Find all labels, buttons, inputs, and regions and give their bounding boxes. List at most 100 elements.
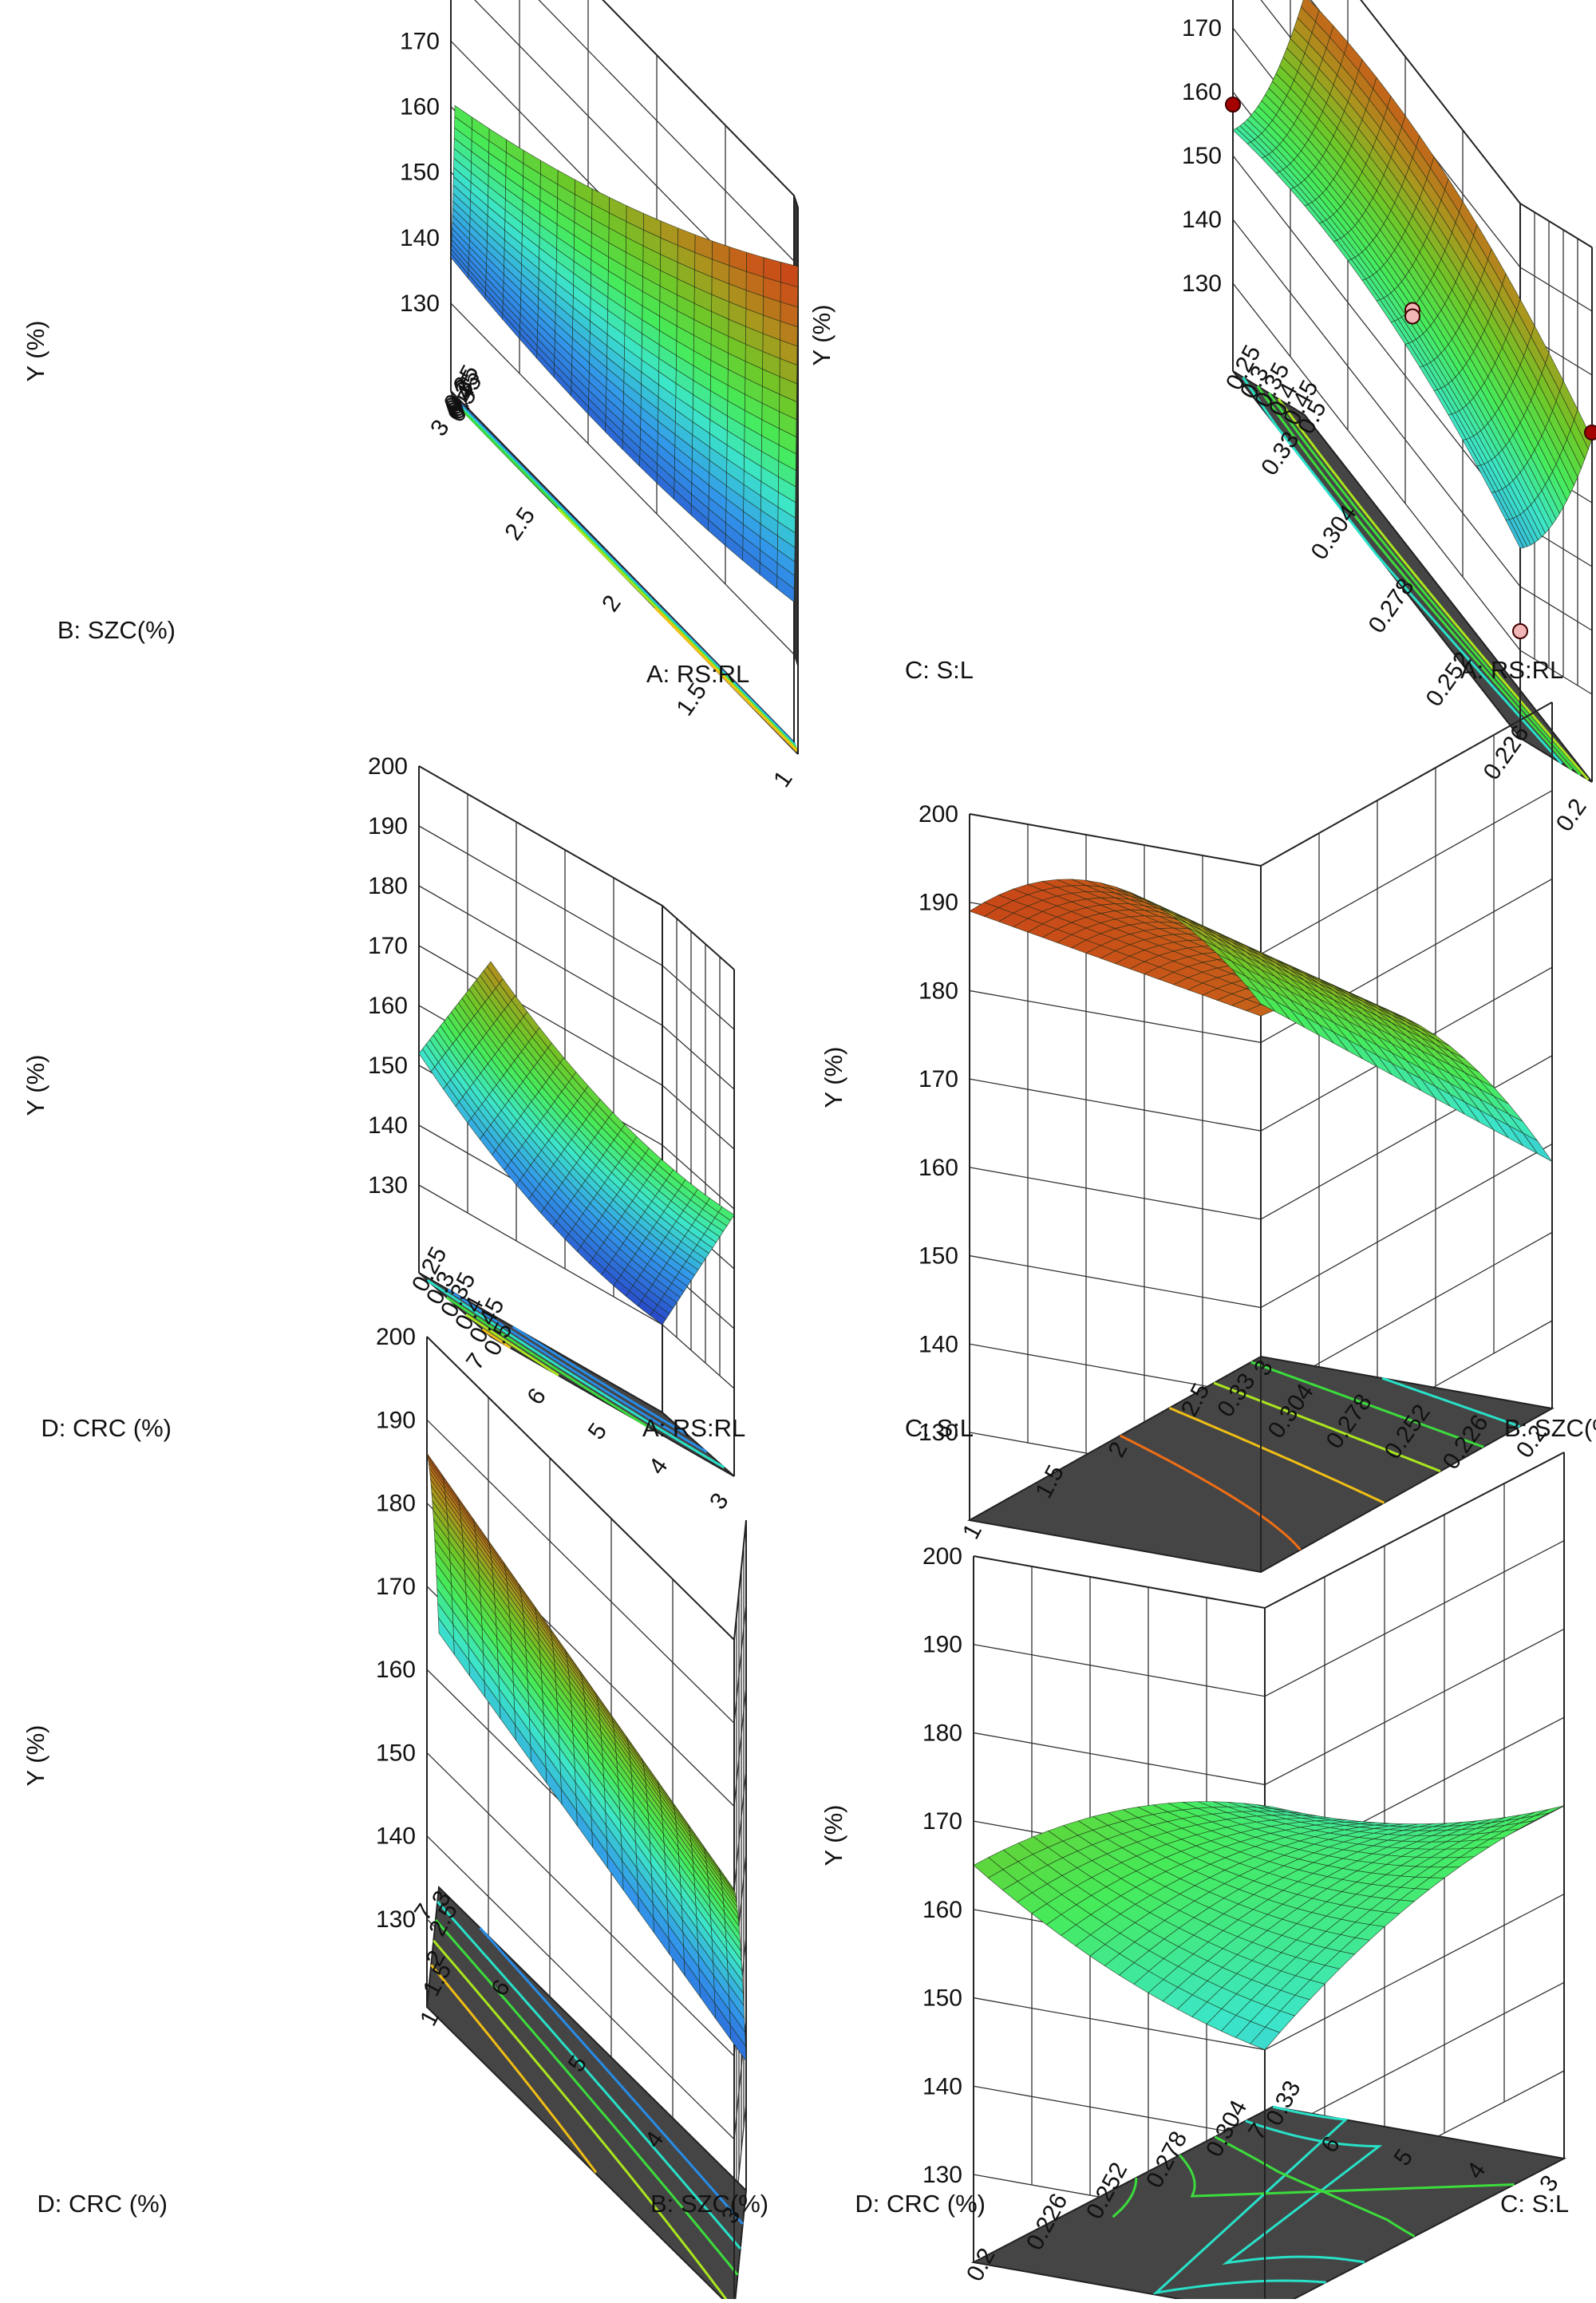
y-tick-label: 1 xyxy=(768,766,798,792)
contour-line xyxy=(430,1964,598,2174)
z-tick-label: 130 xyxy=(376,1906,416,1933)
surface-plot-bd: 13014015016017018019020011.522.5334567Y … xyxy=(22,1324,768,2303)
x-axis-title: B: SZC(%) xyxy=(1504,1414,1596,1442)
z-tick-label: 200 xyxy=(368,753,408,780)
contour-line xyxy=(1222,2119,1383,2265)
y-tick-label: 0.278 xyxy=(1364,574,1420,638)
y-axis-title: D: CRC (%) xyxy=(41,1414,172,1442)
z-axis-title: Y (%) xyxy=(820,1805,847,1866)
grid-line-z xyxy=(969,701,1553,867)
z-tick-label: 160 xyxy=(1182,79,1222,105)
z-tick-label: 170 xyxy=(400,28,440,54)
y-axis-title: C: S:L xyxy=(905,1414,974,1442)
contour-line xyxy=(1213,1381,1441,1473)
y-axis-title: D: CRC (%) xyxy=(37,2190,168,2218)
z-tick-label: 170 xyxy=(368,933,408,959)
y-tick-label: 6 xyxy=(522,1384,551,1410)
z-tick-label: 170 xyxy=(918,1066,958,1092)
z-tick-label: 130 xyxy=(400,290,440,317)
contour-line xyxy=(464,1313,560,1377)
surface-cell xyxy=(1258,1804,1288,1811)
contour-line xyxy=(1112,2177,1138,2218)
z-tick-label: 150 xyxy=(918,1243,958,1270)
contour-line xyxy=(1381,1377,1521,1428)
contour-line xyxy=(481,1328,512,1349)
z-axis-title: Y (%) xyxy=(808,305,836,366)
z-tick-label: 140 xyxy=(376,1823,416,1850)
z-tick-label: 190 xyxy=(376,1407,416,1433)
z-tick-label: 150 xyxy=(376,1740,416,1766)
y-tick-label: 3 xyxy=(705,1488,734,1515)
z-tick-label: 160 xyxy=(376,1657,416,1683)
z-tick-label: 160 xyxy=(400,94,440,120)
surface-cell xyxy=(487,961,504,984)
response-surface xyxy=(973,1801,1565,2051)
grid-line-z xyxy=(418,765,735,970)
x-axis-title: A: RS:RL xyxy=(1460,656,1563,684)
contour-line xyxy=(479,1926,744,2225)
x-axis-title: A: RS:RL xyxy=(642,1414,745,1442)
z-tick-label: 140 xyxy=(368,1112,408,1139)
response-surface xyxy=(450,105,799,603)
design-point xyxy=(1225,97,1241,113)
y-tick-label: 0.304 xyxy=(1306,500,1362,564)
back-frame xyxy=(418,765,735,970)
z-tick-label: 170 xyxy=(376,1574,416,1600)
design-point xyxy=(1404,308,1420,325)
z-tick-label: 180 xyxy=(918,978,958,1004)
contour-line xyxy=(1277,397,1590,781)
grid-line-z xyxy=(973,1628,1565,1786)
response-surface xyxy=(418,961,735,1325)
contour-line xyxy=(433,1939,731,2303)
z-tick-label: 190 xyxy=(922,1632,962,1658)
z-tick-label: 180 xyxy=(922,1720,962,1746)
design-point xyxy=(1584,425,1596,440)
contour-line xyxy=(434,1918,739,2276)
z-tick-label: 160 xyxy=(918,1155,958,1181)
y-tick-label: 0.226 xyxy=(1479,721,1535,784)
z-axis-title: Y (%) xyxy=(22,1055,49,1116)
y-tick-label: 7 xyxy=(461,1349,491,1375)
z-axis-title: Y (%) xyxy=(22,1725,49,1787)
z-tick-label: 160 xyxy=(922,1897,962,1923)
x-axis-title: A: RS:RL xyxy=(646,660,749,688)
z-tick-label: 170 xyxy=(1182,15,1222,41)
y-tick-label: 0.2 xyxy=(1551,794,1592,836)
z-tick-label: 200 xyxy=(922,1543,962,1570)
x-axis-title: B: SZC(%) xyxy=(650,2190,768,2218)
z-tick-label: 150 xyxy=(1182,143,1222,169)
contour-line xyxy=(1214,2135,1416,2238)
contour-line xyxy=(1179,2154,1515,2198)
surface-cell xyxy=(1246,985,1276,1013)
response-surface xyxy=(969,879,1553,1163)
x-tick-label: 0.2 xyxy=(962,2244,1001,2285)
y-tick-label: 3 xyxy=(425,415,455,441)
z-tick-label: 140 xyxy=(922,2073,962,2100)
z-tick-label: 200 xyxy=(918,801,958,828)
z-axis-title: Y (%) xyxy=(820,1047,847,1108)
x-axis-title: C: S:L xyxy=(1500,2190,1569,2218)
surface-plot-ac: 1301401501601701801902000.250.30.350.40.… xyxy=(808,0,1596,836)
z-tick-label: 160 xyxy=(368,993,408,1019)
surface-cell xyxy=(454,105,472,130)
z-tick-label: 150 xyxy=(368,1053,408,1079)
surface-plot-bc: 13014015016017018019020011.522.530.20.22… xyxy=(820,701,1596,1574)
surface-cell xyxy=(437,1617,455,1656)
z-tick-label: 200 xyxy=(376,1324,416,1350)
z-tick-label: 150 xyxy=(922,1985,962,2012)
contour-line xyxy=(426,1278,725,1469)
contour-line xyxy=(437,1901,741,2250)
surface-cell xyxy=(1301,0,1320,22)
contour-line xyxy=(654,606,798,753)
contour-line xyxy=(447,1288,708,1453)
response-surface xyxy=(426,1452,747,2063)
surface-plot-ab: 1301401501601701801902000.250.30.350.40.… xyxy=(22,0,799,792)
surface-cell xyxy=(1534,1805,1565,1816)
design-point xyxy=(1512,623,1528,639)
z-tick-label: 170 xyxy=(922,1808,962,1835)
contour-line xyxy=(512,1325,688,1436)
z-tick-label: 140 xyxy=(1182,207,1222,233)
